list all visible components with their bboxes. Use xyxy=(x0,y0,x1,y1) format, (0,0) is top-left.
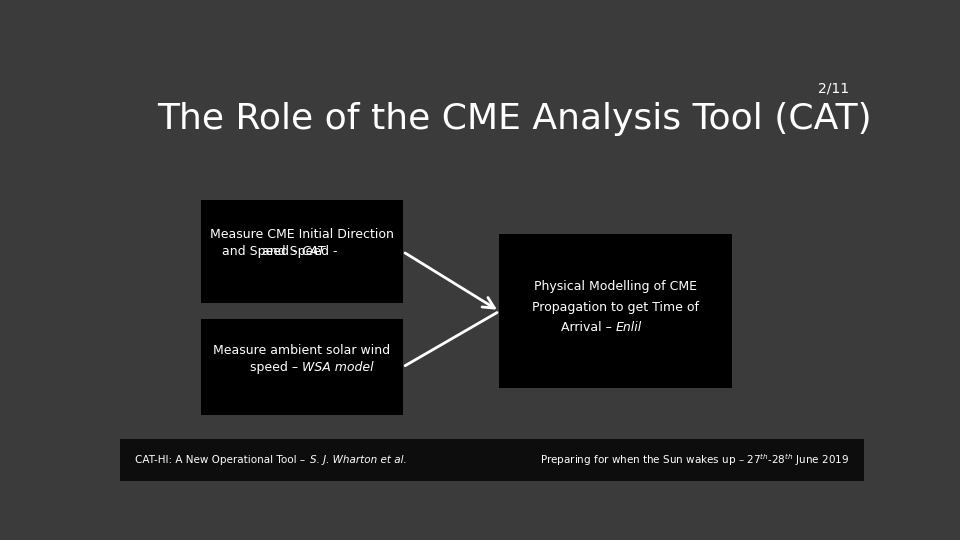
Text: CAT: CAT xyxy=(301,245,325,258)
Text: speed –: speed – xyxy=(250,361,301,374)
Text: CAT-HI: A New Operational Tool –: CAT-HI: A New Operational Tool – xyxy=(134,455,308,465)
Text: Preparing for when the Sun wakes up – 27$^{th}$-28$^{th}$ June 2019: Preparing for when the Sun wakes up – 27… xyxy=(540,452,849,468)
Text: Enlil: Enlil xyxy=(616,321,642,334)
FancyBboxPatch shape xyxy=(201,319,403,415)
FancyBboxPatch shape xyxy=(120,439,864,481)
Text: and Speed -: and Speed - xyxy=(223,245,301,258)
Text: 2/11: 2/11 xyxy=(818,82,849,96)
FancyBboxPatch shape xyxy=(499,234,732,388)
Text: Physical Modelling of CME: Physical Modelling of CME xyxy=(535,280,697,293)
Text: Measure CME Initial Direction: Measure CME Initial Direction xyxy=(210,228,394,241)
Text: The Role of the CME Analysis Tool (CAT): The Role of the CME Analysis Tool (CAT) xyxy=(157,102,872,136)
Text: Measure ambient solar wind: Measure ambient solar wind xyxy=(213,344,391,357)
Text: and Speed - ​: and Speed - ​ xyxy=(262,245,342,258)
Text: Propagation to get Time of: Propagation to get Time of xyxy=(533,300,700,314)
Text: Arrival –: Arrival – xyxy=(561,321,616,334)
Text: WSA model: WSA model xyxy=(301,361,373,374)
Text: S. J. Wharton et al.: S. J. Wharton et al. xyxy=(310,455,406,465)
FancyBboxPatch shape xyxy=(201,199,403,303)
